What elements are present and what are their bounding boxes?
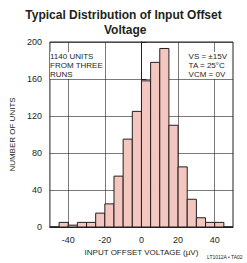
svg-text:VS = ±15V: VS = ±15V <box>189 52 228 61</box>
svg-text:80: 80 <box>32 148 42 158</box>
svg-text:RUNS: RUNS <box>50 70 73 79</box>
svg-text:Typical Distribution of Input: Typical Distribution of Input Offset <box>25 8 221 22</box>
svg-text:0: 0 <box>139 235 144 245</box>
svg-text:INPUT OFFSET VOLTAGE (µV): INPUT OFFSET VOLTAGE (µV) <box>85 248 199 257</box>
svg-text:200: 200 <box>27 37 42 47</box>
svg-text:120: 120 <box>27 111 42 121</box>
svg-text:-40: -40 <box>62 235 75 245</box>
svg-text:20: 20 <box>173 235 183 245</box>
svg-text:40: 40 <box>32 185 42 195</box>
svg-text:LT1012A • TA02: LT1012A • TA02 <box>207 254 243 260</box>
svg-text:Voltage: Voltage <box>101 23 147 37</box>
svg-text:160: 160 <box>27 74 42 84</box>
svg-text:NUMBER OF UNITS: NUMBER OF UNITS <box>8 97 17 171</box>
svg-text:0: 0 <box>37 222 42 232</box>
svg-text:1140 UNITS: 1140 UNITS <box>50 52 93 61</box>
svg-text:-20: -20 <box>98 235 111 245</box>
svg-text:40: 40 <box>210 235 220 245</box>
svg-text:TA = 25°C: TA = 25°C <box>189 61 225 70</box>
svg-text:FROM THREE: FROM THREE <box>50 61 103 70</box>
svg-text:VCM = 0V: VCM = 0V <box>189 70 226 79</box>
